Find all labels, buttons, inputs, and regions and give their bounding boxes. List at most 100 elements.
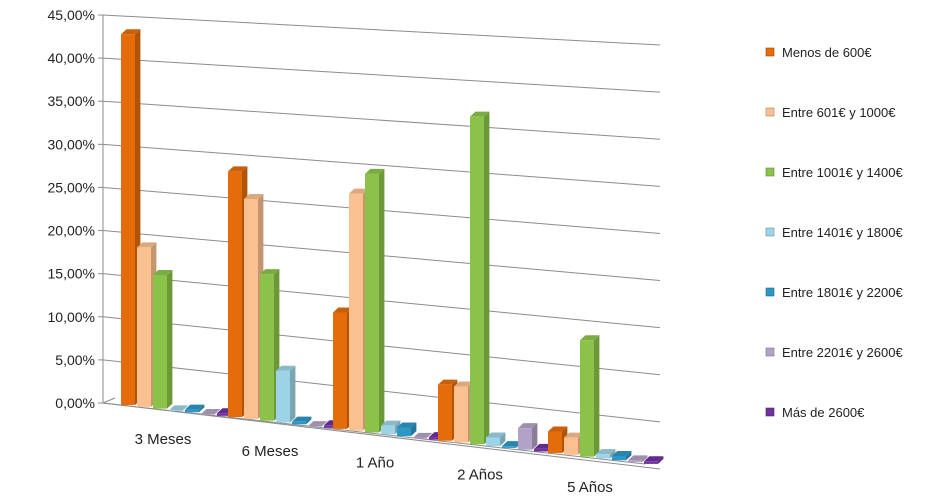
bar-front xyxy=(217,413,231,416)
bar-top xyxy=(596,449,616,455)
bar-side xyxy=(290,365,296,423)
bar-top xyxy=(276,365,296,371)
bar-front xyxy=(292,421,306,425)
bar xyxy=(454,381,474,443)
x-tick-label: 5 Años xyxy=(567,479,613,496)
grid-line xyxy=(102,57,661,93)
bar-side xyxy=(199,404,205,413)
grid-line xyxy=(102,402,661,470)
bar-front xyxy=(486,437,500,447)
bar-front xyxy=(333,312,347,429)
bar-front xyxy=(260,274,274,421)
bar-top xyxy=(644,456,664,462)
x-axis-labels: 3 Meses 6 Meses 1 Año 2 Años 5 Años xyxy=(135,431,613,496)
bar-top xyxy=(454,381,474,387)
bar-top xyxy=(502,441,522,447)
bar-front xyxy=(438,384,452,441)
bar-front xyxy=(153,274,167,409)
bar-front xyxy=(454,386,468,443)
y-tick-label: 0,00% xyxy=(55,395,95,411)
bar-side xyxy=(484,111,490,445)
legend-item: Entre 1801€ y 2200€ xyxy=(765,285,903,300)
legend-swatch xyxy=(765,47,775,57)
bar-front xyxy=(548,431,562,454)
bar xyxy=(153,269,173,409)
legend-swatch xyxy=(765,347,775,357)
bar-top xyxy=(169,405,189,411)
bar-top xyxy=(612,450,632,456)
bar-front xyxy=(596,454,610,459)
bar xyxy=(580,335,600,457)
bar-top xyxy=(121,29,141,35)
bar-side xyxy=(610,449,616,459)
bar xyxy=(308,421,328,427)
bar xyxy=(260,269,280,421)
bar-top xyxy=(438,379,458,385)
bar-top xyxy=(548,426,568,432)
bar-top xyxy=(349,188,369,194)
bar-top xyxy=(381,420,401,426)
y-tick-label: 20,00% xyxy=(48,223,95,239)
x-tick-label: 1 Año xyxy=(356,455,394,472)
y-tick-label: 15,00% xyxy=(48,266,95,282)
bar-front xyxy=(185,409,199,413)
bar-top xyxy=(228,166,248,172)
y-tick-label: 40,00% xyxy=(48,50,95,66)
legend-label: Entre 1401€ y 1800€ xyxy=(782,225,903,240)
bar-side xyxy=(379,168,385,433)
x-tick-label: 2 Años xyxy=(457,466,503,483)
bar-top xyxy=(413,432,433,438)
bar-top xyxy=(486,432,506,438)
bar-front xyxy=(612,455,626,461)
bar xyxy=(276,365,296,423)
legend-item: Entre 2201€ y 2600€ xyxy=(765,345,903,360)
bar-side xyxy=(167,269,173,409)
bar-front xyxy=(413,437,427,439)
legend-label: Más de 2600€ xyxy=(782,405,865,420)
bar xyxy=(185,404,205,413)
bar-top xyxy=(185,404,205,410)
legend-swatch xyxy=(765,167,775,177)
bar-front xyxy=(349,193,363,431)
legend-swatch xyxy=(765,107,775,117)
y-tick-label: 45,00% xyxy=(48,7,95,23)
bar-top xyxy=(564,432,584,438)
bar xyxy=(397,422,417,437)
bar xyxy=(644,456,664,464)
bar-front xyxy=(580,340,594,457)
bar-top xyxy=(365,168,385,174)
bar-front xyxy=(429,437,443,440)
bar-side xyxy=(626,450,632,461)
bar-front xyxy=(137,247,151,407)
bar xyxy=(628,455,648,463)
legend-item: Entre 601€ y 1000€ xyxy=(765,105,896,120)
legend-item: Más de 2600€ xyxy=(765,405,865,420)
y-axis-labels: 0,00% 5,00% 10,00% 15,00% 20,00% 25,00% 30,00%… xyxy=(48,7,103,411)
bar-front xyxy=(121,34,135,406)
x-tick-label: 6 Meses xyxy=(242,443,299,460)
bar-front xyxy=(324,425,338,428)
bar xyxy=(413,432,433,439)
bar-front xyxy=(644,461,658,464)
bars xyxy=(121,29,664,464)
bar-front xyxy=(518,428,532,450)
x-axis xyxy=(102,402,646,465)
axes xyxy=(102,15,646,465)
bar-front xyxy=(534,448,548,452)
grid-line xyxy=(102,14,661,46)
bar-top xyxy=(580,335,600,341)
bar xyxy=(596,449,616,459)
bar-top xyxy=(470,111,490,117)
y-tick-label: 5,00% xyxy=(55,352,95,368)
floor-edge xyxy=(102,397,116,404)
bar-front xyxy=(244,199,258,419)
legend-item: Menos de 600€ xyxy=(765,45,872,60)
bar-top xyxy=(333,307,353,313)
bar xyxy=(612,450,632,461)
legend-label: Entre 601€ y 1000€ xyxy=(782,105,896,120)
bar-side xyxy=(658,456,664,464)
bar-front xyxy=(228,171,242,418)
bar-front xyxy=(628,460,642,463)
bar-front xyxy=(397,427,411,437)
